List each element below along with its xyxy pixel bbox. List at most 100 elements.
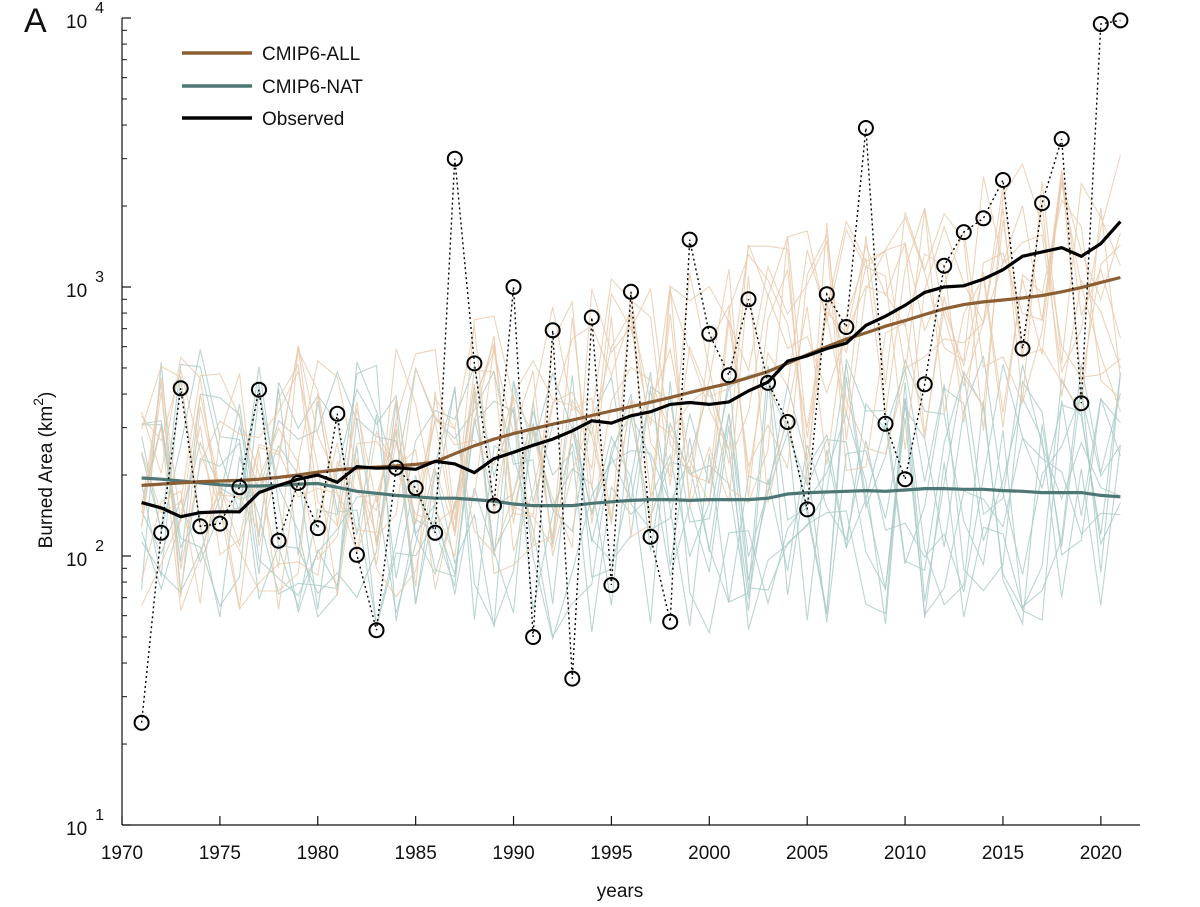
- observed-point-marker: [133, 714, 150, 731]
- observed-point-marker: [446, 150, 463, 167]
- observed-point-marker: [1092, 16, 1109, 32]
- y-tick-label-base: 10: [66, 281, 87, 302]
- observed-point-marker: [231, 479, 248, 496]
- observed-point-marker: [975, 210, 992, 227]
- panel-label: A: [24, 2, 47, 40]
- y-axis-label-exponent: 2: [30, 398, 46, 406]
- x-tick-label: 2020: [1080, 843, 1122, 864]
- observed-point-marker: [1034, 195, 1051, 212]
- observed-point-marker: [916, 376, 933, 393]
- y-axis-label-text: Burned Area (km: [36, 406, 57, 549]
- x-tick-label: 1995: [590, 843, 632, 864]
- observed-point-marker: [877, 415, 894, 432]
- ensemble-member-nat: [141, 373, 1121, 627]
- y-axis-label-close: ): [36, 392, 57, 398]
- observed-point-marker: [407, 480, 424, 496]
- ensemble-member-nat: [141, 362, 1121, 641]
- observed-annual-dotted-line: [140, 19, 1121, 723]
- observed-point-marker: [368, 622, 385, 639]
- y-tick-label-exponent: 1: [95, 807, 104, 824]
- observed-point-marker: [251, 381, 267, 398]
- observed-point-marker: [838, 319, 855, 335]
- observed-point-marker: [1053, 131, 1070, 147]
- axes: [121, 18, 1140, 826]
- y-tick-label-exponent: 4: [95, 0, 104, 17]
- observed-point-marker: [897, 471, 914, 488]
- observed-point-marker: [701, 325, 718, 342]
- observed-point-marker: [642, 528, 659, 545]
- observed-point-marker: [720, 367, 737, 384]
- ensemble-member-nat: [141, 355, 1121, 633]
- y-tick-label-base: 10: [66, 819, 87, 840]
- observed-point-marker: [1073, 395, 1090, 412]
- ensemble-member-all: [141, 202, 1121, 592]
- legend: CMIP6-ALL CMIP6-NAT Observed: [182, 44, 363, 130]
- y-tick-label: 10 1: [66, 807, 104, 840]
- x-tick-label: 1975: [199, 843, 241, 864]
- x-tick-label: 1980: [297, 843, 339, 864]
- observed-point-marker: [995, 172, 1011, 188]
- y-tick-label: 10 4: [66, 0, 104, 33]
- observed-point-marker: [505, 279, 522, 295]
- observed-point-marker: [192, 518, 209, 535]
- observed-point-marker: [309, 520, 326, 537]
- observed-point-marker: [564, 670, 581, 687]
- y-tick-label: 10 3: [66, 269, 104, 302]
- x-tick-label: 1970: [101, 843, 143, 864]
- y-axis-label: Burned Area (km2): [30, 392, 57, 549]
- observed-point-marker: [290, 474, 307, 491]
- observed-point-marker: [740, 291, 757, 308]
- x-tick-label: 2010: [884, 843, 926, 864]
- legend-label-observed: Observed: [262, 109, 344, 130]
- observed-point-marker: [857, 120, 874, 136]
- ensemble-member-all: [141, 172, 1121, 611]
- observed-point-marker: [662, 613, 679, 630]
- ensemble-member-nat: [141, 364, 1121, 635]
- y-tick-label-exponent: 3: [95, 269, 104, 286]
- observed-point-marker: [211, 515, 228, 532]
- observed-point-marker: [603, 577, 620, 593]
- ensemble-member-nat: [141, 363, 1121, 622]
- observed-point-marker: [681, 231, 698, 248]
- ensemble-member-all: [141, 181, 1121, 569]
- observed-point-marker: [818, 286, 835, 303]
- observed-point-marker: [799, 501, 816, 518]
- x-axis-label: years: [597, 881, 643, 902]
- x-tick-label: 2005: [786, 843, 828, 864]
- observed-point-marker: [153, 524, 170, 541]
- x-ticks: 1970 1975 1980 1985 1990 1995 2000 2005 2010 2015…: [101, 816, 1122, 864]
- observed-point-marker: [955, 224, 972, 241]
- observed-point-marker: [388, 459, 405, 476]
- x-tick-label: 2000: [688, 843, 730, 864]
- y-tick-label-base: 10: [66, 550, 87, 571]
- series-line-cmip6-all: [141, 275, 1121, 487]
- y-ticks: 10 1 10 2 10 3 10 4: [66, 0, 131, 840]
- observed-point-marker: [760, 374, 776, 391]
- ensemble-member-all: [141, 180, 1121, 587]
- observed-point-marker: [466, 355, 483, 372]
- observed-point-marker: [623, 283, 639, 300]
- x-tick-label: 2015: [982, 843, 1024, 864]
- ensemble-member-all: [141, 169, 1121, 598]
- observed-point-marker: [1112, 12, 1129, 29]
- series-layer: [133, 12, 1129, 731]
- y-tick-label: 10 2: [66, 538, 104, 571]
- x-tick-label: 1985: [395, 843, 437, 864]
- observed-point-marker: [1014, 340, 1031, 357]
- x-tick-label: 1990: [492, 843, 534, 864]
- legend-label-nat: CMIP6-NAT: [262, 77, 363, 98]
- observed-point-marker: [544, 322, 561, 339]
- observed-point-marker: [427, 524, 444, 541]
- observed-point-marker: [486, 497, 502, 514]
- observed-point-marker: [779, 414, 796, 430]
- observed-point-marker: [348, 546, 365, 563]
- legend-label-all: CMIP6-ALL: [262, 44, 360, 65]
- model-ensemble-members: [141, 154, 1121, 641]
- observed-point-marker: [172, 380, 189, 397]
- observed-point-marker: [525, 629, 542, 645]
- y-tick-label-exponent: 2: [95, 538, 104, 555]
- y-tick-label-base: 10: [66, 12, 87, 33]
- ensemble-member-all: [141, 184, 1121, 604]
- observed-point-marker: [329, 405, 346, 422]
